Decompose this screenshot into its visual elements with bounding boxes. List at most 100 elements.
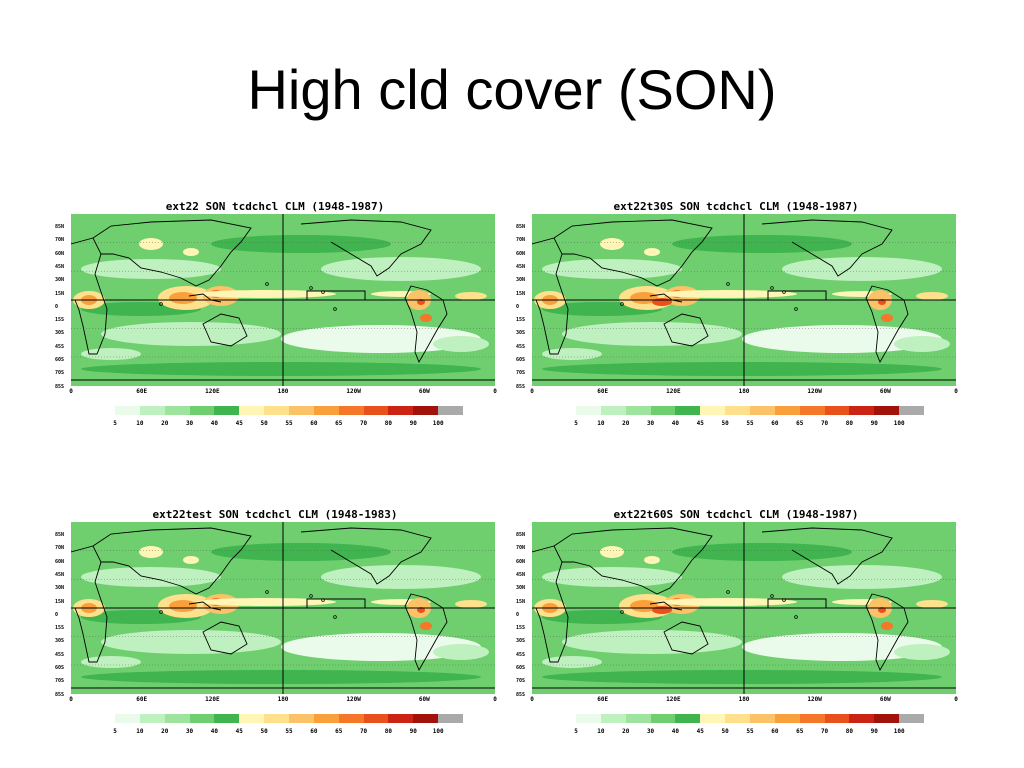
latitude-label: 45N [516, 263, 526, 270]
coastline [663, 621, 709, 655]
latitude-label: 70S [55, 678, 65, 685]
coastline [532, 237, 569, 355]
coastline [202, 621, 248, 655]
convective-region [420, 622, 432, 630]
colorbar-label: 65 [335, 420, 343, 427]
colorbar-label: 70 [359, 420, 368, 427]
colorbar-label: 70 [359, 728, 368, 735]
longitude-label: 180 [277, 388, 289, 395]
colorbar-label: 50 [260, 420, 268, 427]
highlight-box [306, 598, 366, 609]
itcz-band [196, 598, 336, 606]
coastline [202, 313, 248, 347]
coastline [404, 285, 448, 364]
island [265, 282, 269, 286]
highlight-box [306, 290, 366, 301]
longitude-label: 120E [205, 388, 220, 395]
latitude-label: 85S [55, 383, 65, 390]
convective-region [183, 556, 199, 564]
colorbar-swatch [750, 406, 775, 415]
island [726, 590, 730, 594]
longitude-label: 120E [205, 696, 220, 703]
colorbar-swatch [675, 406, 701, 415]
storm-track-region [211, 543, 391, 561]
convective-region [600, 546, 624, 558]
map-panel: ext22 SON tcdchcl CLM (1948-1987) 85N 70N 6… [55, 200, 497, 440]
itcz-band [196, 290, 336, 298]
cloud-cover-map [71, 522, 495, 694]
colorbar-swatch [675, 714, 701, 723]
longitude-label: 60E [597, 696, 609, 703]
latitude-label: 85S [55, 691, 65, 698]
colorbar-label: 60 [310, 420, 318, 427]
latitude-label: 45N [516, 571, 526, 578]
storm-track-region [672, 235, 852, 253]
longitude-label: 0 [530, 696, 534, 703]
colorbar-swatch [750, 714, 775, 723]
latitude-label: 0 [516, 611, 520, 618]
low-cloud-region [562, 322, 742, 346]
cloud-cover-map [532, 214, 956, 386]
colorbar [576, 406, 925, 415]
colorbar-swatch [650, 714, 676, 723]
coastline [865, 593, 909, 672]
latitude-label: 60S [516, 357, 526, 363]
island [159, 610, 163, 614]
storm-track-region [542, 670, 942, 684]
colorbar-swatch [139, 714, 165, 723]
colorbar-swatch [338, 714, 364, 723]
island [770, 594, 774, 598]
island [620, 302, 624, 306]
colorbar-label: 55 [285, 728, 293, 735]
latitude-label: 60N [516, 250, 526, 257]
low-cloud-region [542, 259, 682, 279]
convective-region [183, 248, 199, 256]
storm-track-region [542, 362, 942, 376]
colorbar-label: 100 [432, 728, 444, 735]
latitude-label: 45S [516, 651, 526, 658]
cloud-cover-map [532, 522, 956, 694]
convective-region [644, 556, 660, 564]
latitude-label: 60S [55, 357, 65, 363]
longitude-label: 120W [807, 696, 822, 703]
colorbar-label: 5 [113, 728, 117, 735]
low-cloud-region [281, 325, 481, 353]
colorbar-label: 90 [409, 420, 417, 427]
colorbar-swatch [774, 406, 800, 415]
colorbar-label: 60 [771, 420, 779, 427]
longitude-label: 60E [136, 388, 148, 395]
colorbar-swatch [650, 406, 676, 415]
low-cloud-region [542, 567, 682, 587]
convective-region [455, 600, 487, 608]
coastline [404, 593, 448, 672]
low-cloud-region [433, 336, 489, 352]
colorbar-swatch [214, 714, 240, 723]
colorbar-swatch [438, 406, 464, 415]
island [770, 286, 774, 290]
convective-region [139, 238, 163, 250]
coastline [761, 527, 893, 585]
storm-track-region [672, 543, 852, 561]
latitude-label: 30S [55, 330, 65, 337]
colorbar-label: 20 [161, 420, 169, 427]
colorbar-label: 65 [335, 728, 343, 735]
colorbar-swatch [363, 714, 389, 723]
colorbar-swatch [189, 406, 215, 415]
colorbar-swatch [164, 714, 190, 723]
coastline [649, 293, 683, 303]
colorbar-swatch [313, 714, 339, 723]
panel-title: ext22t60S SON tcdchcl CLM (1948-1987) [613, 508, 859, 521]
low-cloud-region [742, 325, 942, 353]
island [309, 594, 313, 598]
colorbar-label: 55 [285, 420, 293, 427]
colorbar-label: 65 [796, 420, 804, 427]
colorbar-swatch [799, 714, 825, 723]
colorbar-swatch [600, 406, 626, 415]
latitude-label: 0 [55, 611, 59, 618]
panel-title: ext22test SON tcdchcl CLM (1948-1983) [152, 508, 398, 521]
colorbar-label: 55 [746, 420, 754, 427]
latitude-label: 85S [516, 383, 526, 390]
coastline [649, 601, 683, 611]
colorbar-swatch [576, 406, 601, 415]
colorbar-label: 40 [210, 728, 219, 735]
